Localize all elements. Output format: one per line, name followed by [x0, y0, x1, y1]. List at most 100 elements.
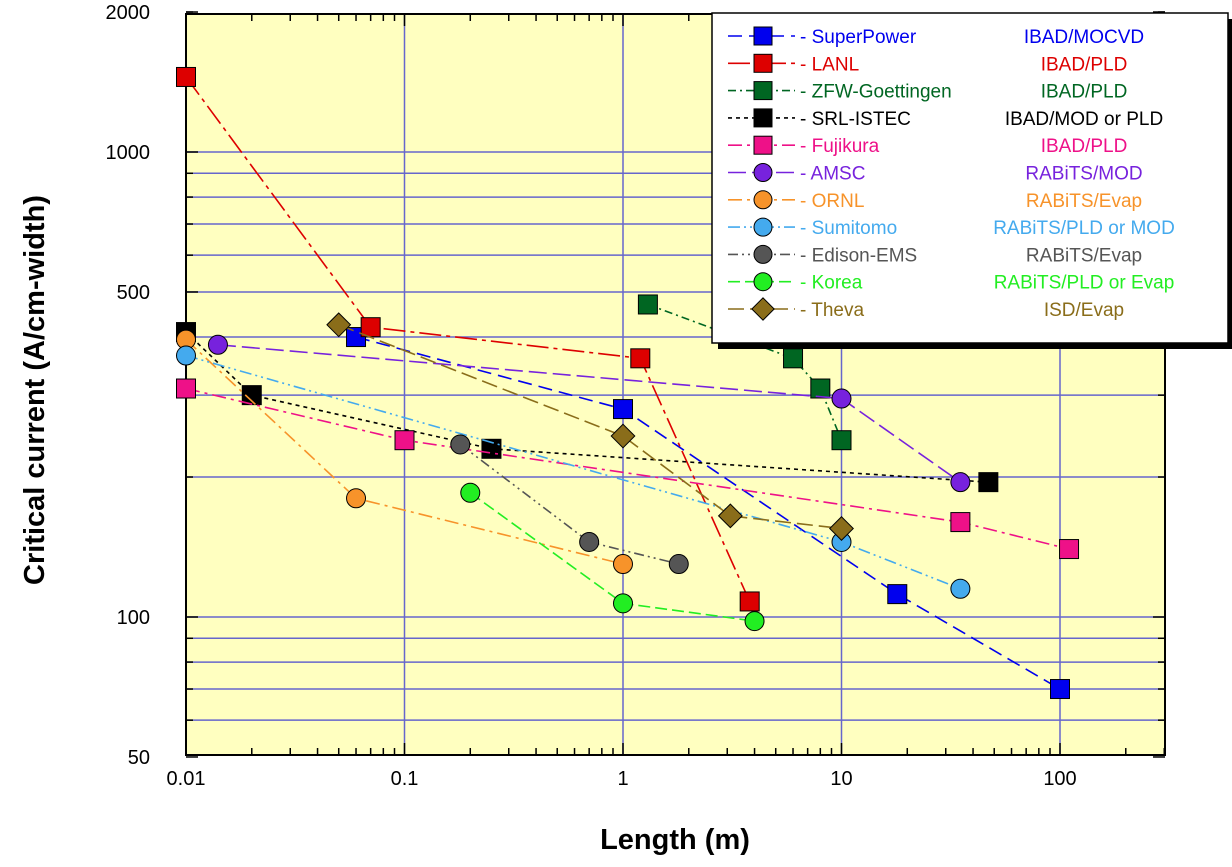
legend-item: - SRL-ISTEC IBAD/MOD or PLD — [728, 108, 1163, 130]
legend-item: - Theva ISD/Evap — [728, 297, 1124, 321]
legend-box — [711, 12, 1229, 344]
legend-item: - Korea RABiTS/PLD or Evap — [728, 272, 1175, 294]
legend-marker — [753, 135, 773, 155]
legend-name: - Korea — [800, 273, 863, 294]
data-point — [831, 430, 852, 451]
series-edison-ems — [450, 434, 689, 575]
legend-process: RABiTS/MOD — [1025, 164, 1142, 185]
data-point — [613, 399, 633, 420]
series-theva — [326, 312, 854, 541]
data-point — [950, 512, 971, 533]
legend-name: - SuperPower — [800, 27, 917, 48]
series-lanl — [176, 66, 760, 612]
data-point — [176, 345, 196, 366]
legend-name: - SRL-ISTEC — [800, 109, 911, 130]
legend-process: IBAD/MOCVD — [1024, 27, 1144, 48]
data-point — [613, 554, 633, 575]
x-tick-label: 10 — [830, 768, 852, 790]
legend-name: - ZFW-Goettingen — [800, 82, 952, 103]
y-tick-label: 100 — [117, 607, 150, 629]
legend-marker — [753, 26, 773, 46]
data-point — [1050, 679, 1070, 700]
y-tick-label: 500 — [117, 282, 150, 304]
data-point — [810, 378, 831, 399]
data-point — [394, 430, 415, 451]
data-point — [1059, 539, 1080, 560]
legend-marker — [753, 217, 773, 237]
legend-marker — [753, 272, 773, 292]
x-tick-label: 100 — [1043, 768, 1076, 790]
x-tick-label: 0.1 — [391, 768, 419, 790]
series-line — [185, 338, 624, 565]
y-axis-title: Critical current (A/cm-width) — [19, 195, 51, 585]
data-point — [207, 334, 228, 355]
y-tick-labels: 50 100 500 1000 2000 — [106, 2, 151, 769]
data-point — [176, 66, 196, 87]
series-line — [355, 336, 1061, 690]
legend: - SuperPower IBAD/MOCVD - LANL IBAD/PLD - ZF… — [711, 12, 1232, 349]
data-point — [829, 516, 854, 541]
legend-marker — [753, 108, 773, 128]
y-tick-label: 50 — [128, 747, 150, 769]
data-point — [831, 388, 852, 409]
x-tick-label: 0.01 — [167, 768, 206, 790]
series-ornl — [176, 329, 633, 575]
data-point — [950, 578, 971, 599]
x-tick-label: 1 — [617, 768, 628, 790]
legend-item: - Edison-EMS RABiTS/Evap — [728, 244, 1142, 266]
legend-name: - Fujikura — [800, 136, 880, 157]
data-point — [450, 434, 471, 455]
legend-marker — [753, 190, 773, 210]
data-point — [637, 294, 658, 315]
data-point — [610, 423, 636, 449]
data-point — [668, 554, 689, 575]
x-axis-title: Length (m) — [600, 824, 750, 856]
y-tick-label: 1000 — [106, 142, 151, 164]
legend-marker — [753, 81, 773, 101]
legend-process: IBAD/MOD or PLD — [1005, 109, 1163, 130]
legend-item: - ORNL RABiTS/Evap — [728, 190, 1142, 212]
data-point — [717, 503, 743, 529]
legend-process: RABiTS/Evap — [1026, 191, 1142, 212]
data-point — [978, 472, 999, 493]
data-point — [579, 531, 600, 552]
series-line — [185, 76, 751, 602]
legend-item: - Fujikura IBAD/PLD — [728, 135, 1128, 157]
legend-name: - LANL — [800, 54, 859, 75]
data-point — [950, 472, 971, 493]
data-point — [326, 312, 352, 338]
legend-marker — [753, 53, 773, 73]
series-korea — [460, 482, 765, 632]
data-point — [630, 348, 651, 369]
data-point — [783, 348, 804, 369]
legend-marker — [751, 297, 775, 321]
series-line — [338, 324, 842, 530]
data-point — [346, 488, 367, 509]
legend-marker — [753, 163, 773, 182]
legend-name: - AMSC — [800, 164, 865, 185]
legend-process: IBAD/PLD — [1041, 136, 1128, 157]
legend-item: - AMSC RABiTS/MOD — [728, 163, 1143, 185]
series-sumitomo — [176, 345, 971, 599]
legend-name: - Edison-EMS — [800, 245, 917, 266]
series-layer — [176, 66, 1080, 700]
series-superpower — [346, 327, 1070, 700]
series-amsc — [207, 334, 971, 493]
legend-item: - Sumitomo RABiTS/PLD or MOD — [728, 217, 1175, 239]
data-point — [887, 584, 908, 605]
legend-item: - ZFW-Goettingen IBAD/PLD — [728, 81, 1127, 103]
data-point — [744, 611, 765, 632]
legend-process: RABiTS/PLD or MOD — [993, 218, 1175, 239]
series-line — [185, 331, 989, 483]
y-tick-label: 2000 — [106, 2, 151, 24]
legend-process: RABiTS/Evap — [1026, 245, 1142, 266]
data-point — [460, 482, 481, 503]
legend-process: ISD/Evap — [1044, 300, 1124, 321]
x-tick-labels: 0.01 0.1 1 10 100 — [167, 768, 1077, 790]
legend-item: - SuperPower IBAD/MOCVD — [728, 26, 1144, 48]
legend-name: - ORNL — [800, 191, 864, 212]
legend-item: - LANL IBAD/PLD — [728, 53, 1128, 75]
legend-process: RABiTS/PLD or Evap — [994, 273, 1175, 294]
legend-process: IBAD/PLD — [1041, 54, 1128, 75]
